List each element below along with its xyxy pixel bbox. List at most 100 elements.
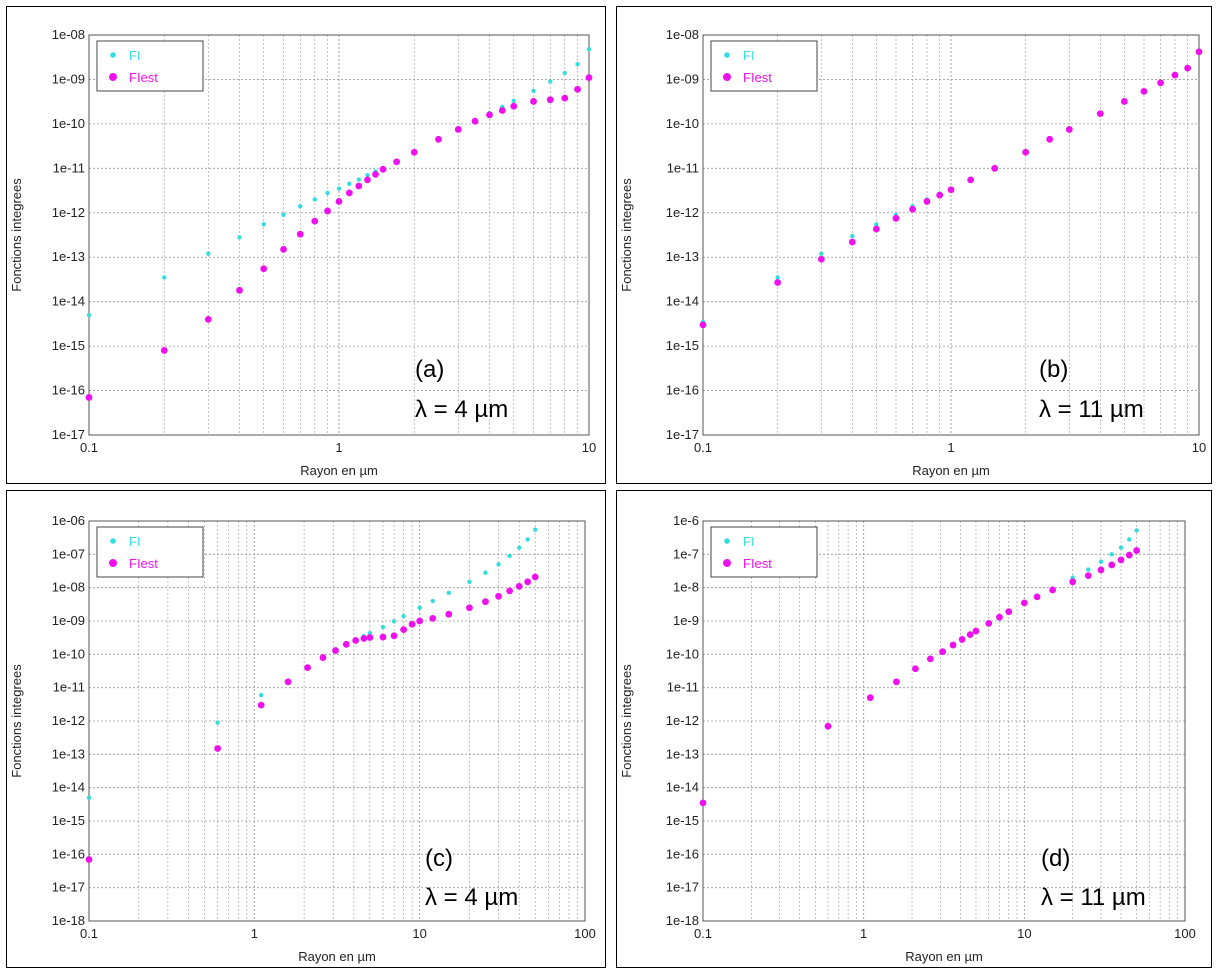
data-point-fiest — [817, 255, 825, 263]
y-tick-label: 1e-17 — [666, 880, 699, 895]
panel-a: 0.1 1 10 1e-17 1e-16 1e-15 1e-14 1e-13 1e-12 1e-1… — [6, 6, 606, 484]
y-tick-label: 1e-6 — [673, 513, 699, 528]
data-point-fi — [430, 598, 435, 604]
data-point-fiest — [257, 701, 265, 709]
data-point-fi — [298, 204, 303, 209]
data-point-fiest — [699, 321, 707, 329]
y-tick-label: 1e-08 — [52, 27, 85, 42]
y-tick-label: 1e-9 — [673, 613, 699, 628]
data-point-fi — [531, 88, 536, 94]
data-point-fiest — [848, 238, 856, 246]
y-tick-label: 1e-12 — [666, 713, 699, 728]
chart-svg: 0.1 1 10 1e-17 1e-16 1e-15 1e-14 1e-13 1e-12 1e-1… — [9, 27, 596, 478]
legend-marker — [723, 73, 731, 81]
data-point-fiest — [923, 198, 931, 205]
x-axis-label: Rayon en µm — [905, 949, 983, 964]
data-point-fi — [1086, 567, 1091, 572]
data-point-fiest — [1096, 110, 1104, 118]
y-axis-label: Fonctions integrees — [619, 664, 634, 778]
x-tick-label: 0.1 — [694, 440, 712, 455]
y-tick-label: 1e-10 — [666, 116, 699, 131]
legend-marker — [109, 73, 117, 81]
data-point-fiest — [1020, 599, 1028, 607]
data-point-fiest — [435, 135, 442, 143]
data-point-fi — [401, 613, 406, 619]
legend-box — [710, 40, 818, 92]
y-tick-label: 1e-14 — [52, 294, 85, 309]
y-tick-label: 1e-06 — [52, 513, 85, 528]
data-point-fi — [325, 190, 330, 196]
wavelength-label: λ = 11 µm — [1041, 884, 1146, 911]
data-point-fiest — [214, 745, 222, 752]
legend-label: FI — [743, 48, 755, 63]
panel-label: (b) — [1039, 356, 1068, 383]
y-tick-label: 1e-17 — [666, 427, 699, 442]
data-point-fiest — [372, 171, 379, 178]
data-point-fiest — [872, 225, 880, 233]
y-tick-label: 1e-15 — [666, 338, 699, 353]
data-point-fi — [525, 537, 530, 542]
x-tick-label: 0.1 — [80, 440, 98, 455]
chart-svg: 0.1 1 10 100 1e-18 1e-17 1e-16 1e-15 1e-14 1e-13 1… — [9, 513, 596, 964]
data-point-fiest — [400, 626, 408, 634]
data-point-fiest — [1195, 48, 1203, 56]
data-point-fi — [850, 233, 855, 239]
data-point-fiest — [699, 799, 707, 807]
data-point-fi — [1134, 528, 1139, 533]
data-point-fiest — [967, 176, 975, 184]
data-point-fiest — [546, 96, 554, 104]
data-point-fiest — [410, 148, 418, 156]
data-point-fiest — [85, 856, 93, 863]
data-point-fi — [446, 590, 451, 596]
series-fiest — [699, 547, 1141, 807]
data-point-fiest — [360, 635, 368, 642]
x-tick-label: 1 — [947, 440, 954, 455]
data-point-fiest — [949, 641, 957, 649]
data-point-fiest — [355, 182, 363, 190]
data-point-fiest — [1171, 71, 1179, 79]
y-tick-label: 1e-08 — [52, 580, 85, 595]
legend: FI FIest — [96, 526, 204, 578]
data-point-fi — [1118, 545, 1124, 550]
x-axis-label: Rayon en µm — [912, 463, 990, 478]
data-point-fiest — [947, 186, 955, 194]
data-point-fiest — [352, 637, 360, 644]
x-tick-label: 10 — [1192, 440, 1206, 455]
data-point-fiest — [985, 619, 993, 627]
y-tick-label: 1e-10 — [52, 116, 85, 131]
data-point-fi — [1109, 552, 1114, 557]
data-point-fi — [575, 62, 580, 67]
data-point-fi — [496, 562, 501, 567]
series-fiest — [85, 573, 539, 863]
y-tick-label: 1e-14 — [666, 294, 699, 309]
data-point-fiest — [530, 98, 537, 105]
data-point-fi — [312, 197, 317, 202]
panel-label: (a) — [415, 356, 444, 383]
legend-label: FIest — [743, 556, 772, 571]
data-point-fiest — [280, 245, 287, 253]
data-point-fiest — [390, 632, 398, 640]
data-point-fi — [162, 275, 167, 280]
y-tick-label: 1e-13 — [52, 746, 85, 761]
data-point-fi — [86, 312, 92, 318]
data-point-fiest — [966, 631, 974, 639]
y-tick-label: 1e-07 — [52, 546, 85, 561]
y-tick-label: 1e-8 — [673, 580, 699, 595]
data-point-fi — [215, 720, 220, 725]
data-point-fiest — [85, 394, 93, 401]
data-point-fi — [347, 181, 352, 186]
plot-frame — [88, 34, 590, 436]
y-tick-label: 1e-15 — [52, 813, 85, 828]
legend-marker — [724, 52, 730, 58]
data-point-fiest — [393, 158, 401, 166]
y-axis-label: Fonctions integrees — [9, 664, 24, 778]
y-tick-label: 1e-11 — [667, 160, 699, 175]
y-tick-label: 1e-13 — [52, 249, 85, 264]
data-point-fi — [562, 70, 567, 76]
grid — [702, 34, 1199, 436]
data-point-fi — [336, 186, 342, 191]
data-point-fi — [258, 692, 264, 698]
data-point-fiest — [1065, 126, 1073, 133]
y-tick-label: 1e-16 — [52, 383, 85, 398]
y-tick-label: 1e-12 — [52, 713, 85, 728]
